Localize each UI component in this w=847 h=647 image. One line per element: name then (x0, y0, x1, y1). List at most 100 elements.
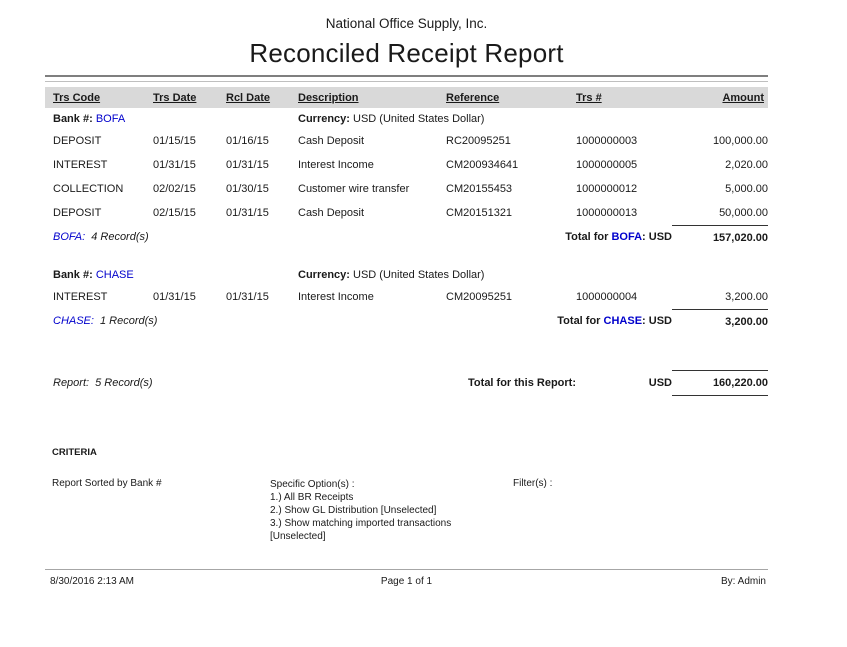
cell-reference: CM20095251 (446, 291, 513, 304)
currency-label: Currency: (298, 112, 350, 125)
report-table: Trs Code Trs Date Rcl Date Description R… (45, 87, 768, 396)
bank-link[interactable]: CHASE (603, 315, 643, 328)
spacer-row (45, 333, 768, 371)
bank-link[interactable]: CHASE: (53, 315, 94, 328)
cell-trs-date: 02/02/15 (153, 183, 196, 195)
currency-value: USD (United States Dollar) (353, 112, 485, 125)
cell-rcl-date: 01/16/15 (226, 135, 269, 147)
report-total-row: Report: 5 Record(s) Total for this Report… (45, 370, 768, 396)
criteria-option: 2.) Show GL Distribution [Unselected] (270, 505, 437, 516)
group-total-amount: 3,200.00 (672, 309, 768, 333)
bank-link[interactable]: CHASE (95, 268, 134, 281)
criteria-option: 3.) Show matching imported transactions (270, 518, 452, 529)
cell-trs-code: COLLECTION (53, 183, 124, 195)
cell-trs-code: DEPOSIT (53, 207, 102, 220)
cell-rcl-date: 01/31/15 (226, 159, 269, 171)
table-header-row: Trs Code Trs Date Rcl Date Description R… (45, 87, 768, 108)
cell-trs-code: INTEREST (53, 159, 108, 171)
bank-number-cell: Bank #: CHASE (45, 264, 298, 285)
group-total-amount: 157,020.00 (672, 225, 768, 249)
bank-link[interactable]: BOFA: (53, 231, 86, 244)
report-title: Reconciled Receipt Report (249, 38, 564, 68)
footer-page-number: Page 1 of 1 (380, 576, 433, 587)
report-total-currency: USD (648, 377, 672, 389)
cell-rcl-date: 01/31/15 (226, 291, 269, 304)
cell-amount: 2,020.00 (725, 159, 768, 171)
criteria-filters-label: Filter(s) : (513, 478, 553, 489)
cell-description: Interest Income (298, 291, 374, 304)
bank-link[interactable]: BOFA (611, 231, 643, 244)
group-record-count: BOFA: 4 Record(s) (45, 226, 446, 250)
footer-author: By: Admin (720, 576, 766, 587)
criteria-option: 1.) All BR Receipts (270, 492, 354, 503)
title-divider (45, 75, 768, 82)
cell-trs-date: 01/31/15 (153, 291, 196, 304)
cell-reference: CM200934641 (446, 159, 519, 171)
cell-description: Cash Deposit (298, 135, 365, 147)
total-suffix: : USD (642, 231, 672, 244)
cell-rcl-date: 01/31/15 (226, 207, 269, 220)
cell-trs-num: 1000000003 (576, 135, 638, 147)
currency-cell: Currency: USD (United States Dollar) (298, 264, 768, 285)
cell-amount: 3,200.00 (725, 291, 768, 303)
cell-trs-date: 01/15/15 (153, 135, 196, 147)
cell-description: Customer wire transfer (298, 183, 410, 195)
column-header-reference: Reference (446, 87, 576, 108)
column-header-amount: Amount (672, 87, 768, 108)
cell-trs-num: 1000000013 (576, 207, 638, 220)
cell-reference: CM20155453 (446, 183, 513, 195)
group-total-label: Total for BOFA: USD (446, 226, 672, 250)
group-subtotal-row: BOFA: 4 Record(s) Total for BOFA: USD 157… (45, 225, 768, 250)
criteria-heading: CRITERIA (52, 447, 97, 458)
cell-rcl-date: 01/30/15 (226, 183, 269, 195)
column-header-trs-num: Trs # (576, 87, 672, 108)
total-prefix: Total for (565, 231, 609, 244)
cell-trs-date: 02/15/15 (153, 207, 196, 220)
cell-trs-num: 1000000005 (576, 159, 638, 171)
column-header-rcl-date: Rcl Date (226, 87, 298, 108)
criteria-options: Specific Option(s) : 1.) All BR Receipts… (270, 478, 451, 543)
total-suffix: : USD (642, 315, 672, 328)
cell-trs-num: 1000000004 (576, 291, 638, 304)
bank-header-row: Bank #: CHASE Currency: USD (United Stat… (45, 264, 768, 285)
cell-reference: RC20095251 (446, 135, 511, 147)
criteria-option: [Unselected] (270, 531, 326, 542)
cell-trs-code: INTEREST (53, 291, 108, 304)
record-count-text: 4 Record(s) (91, 231, 149, 244)
bank-link[interactable]: BOFA (95, 112, 126, 125)
cell-description: Cash Deposit (298, 207, 365, 220)
report-total-amount: 160,220.00 (672, 370, 768, 396)
report-record-count: Report: 5 Record(s) (45, 371, 446, 396)
column-header-trs-code: Trs Code (45, 87, 153, 108)
bank-header-row: Bank #: BOFA Currency: USD (United State… (45, 108, 768, 129)
cell-amount: 50,000.00 (719, 207, 768, 219)
page-footer: 8/30/2016 2:13 AM Page 1 of 1 By: Admin (45, 569, 768, 587)
criteria-sorted-by: Report Sorted by Bank # (52, 478, 162, 489)
cell-trs-code: DEPOSIT (53, 135, 102, 147)
report-table-wrap: Trs Code Trs Date Rcl Date Description R… (45, 87, 768, 396)
report-records-label: Report: (53, 377, 90, 389)
company-name: National Office Supply, Inc. (325, 16, 488, 31)
cell-trs-num: 1000000012 (576, 183, 638, 195)
cell-amount: 5,000.00 (725, 183, 768, 195)
cell-trs-date: 01/31/15 (153, 159, 196, 171)
currency-cell: Currency: USD (United States Dollar) (298, 108, 768, 129)
bank-label: Bank #: (53, 268, 93, 281)
table-row: DEPOSIT 01/15/15 01/16/15 Cash Deposit R… (45, 129, 768, 153)
bank-number-cell: Bank #: BOFA (45, 108, 298, 129)
column-header-trs-date: Trs Date (153, 87, 226, 108)
criteria-options-label: Specific Option(s) : (270, 479, 355, 490)
report-total-label: Total for this Report: (468, 377, 576, 389)
table-row: DEPOSIT 02/15/15 01/31/15 Cash Deposit C… (45, 201, 768, 226)
cell-amount: 100,000.00 (712, 135, 768, 147)
cell-reference: CM20151321 (446, 207, 513, 220)
currency-value: USD (United States Dollar) (353, 268, 485, 281)
spacer-row (45, 249, 768, 264)
column-header-description: Description (298, 87, 446, 108)
group-total-label: Total for CHASE: USD (446, 310, 672, 334)
record-count-text: 1 Record(s) (99, 315, 158, 328)
table-row: INTEREST 01/31/15 01/31/15 Interest Inco… (45, 285, 768, 310)
total-prefix: Total for (557, 315, 601, 328)
footer-datetime: 8/30/2016 2:13 AM (50, 576, 134, 587)
